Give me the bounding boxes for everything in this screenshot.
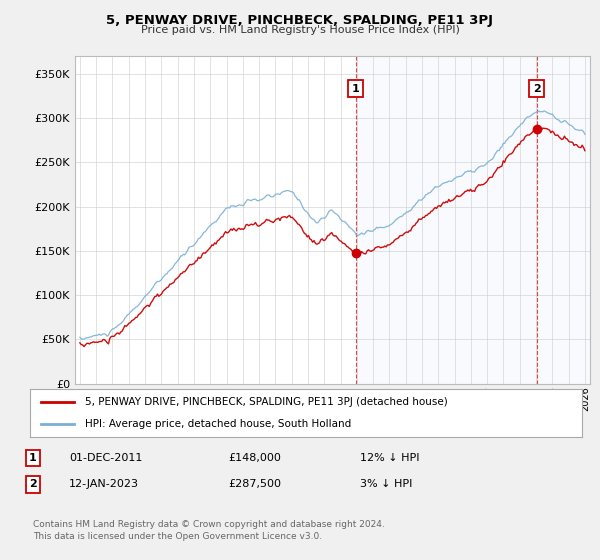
Bar (356, 56, 536, 384)
Text: Price paid vs. HM Land Registry's House Price Index (HPI): Price paid vs. HM Land Registry's House … (140, 25, 460, 35)
Text: 1: 1 (352, 84, 359, 94)
Text: 3% ↓ HPI: 3% ↓ HPI (360, 479, 412, 489)
Text: 12-JAN-2023: 12-JAN-2023 (69, 479, 139, 489)
Text: £148,000: £148,000 (228, 453, 281, 463)
Text: 2: 2 (29, 479, 37, 489)
Text: 12% ↓ HPI: 12% ↓ HPI (360, 453, 419, 463)
Text: 5, PENWAY DRIVE, PINCHBECK, SPALDING, PE11 3PJ: 5, PENWAY DRIVE, PINCHBECK, SPALDING, PE… (107, 14, 493, 27)
Bar (536, 56, 590, 384)
Text: Contains HM Land Registry data © Crown copyright and database right 2024.
This d: Contains HM Land Registry data © Crown c… (33, 520, 385, 541)
Text: 01-DEC-2011: 01-DEC-2011 (69, 453, 142, 463)
Text: HPI: Average price, detached house, South Holland: HPI: Average price, detached house, Sout… (85, 419, 352, 429)
Text: 2: 2 (533, 84, 541, 94)
Text: 1: 1 (29, 453, 37, 463)
Text: £287,500: £287,500 (228, 479, 281, 489)
Text: 5, PENWAY DRIVE, PINCHBECK, SPALDING, PE11 3PJ (detached house): 5, PENWAY DRIVE, PINCHBECK, SPALDING, PE… (85, 397, 448, 407)
